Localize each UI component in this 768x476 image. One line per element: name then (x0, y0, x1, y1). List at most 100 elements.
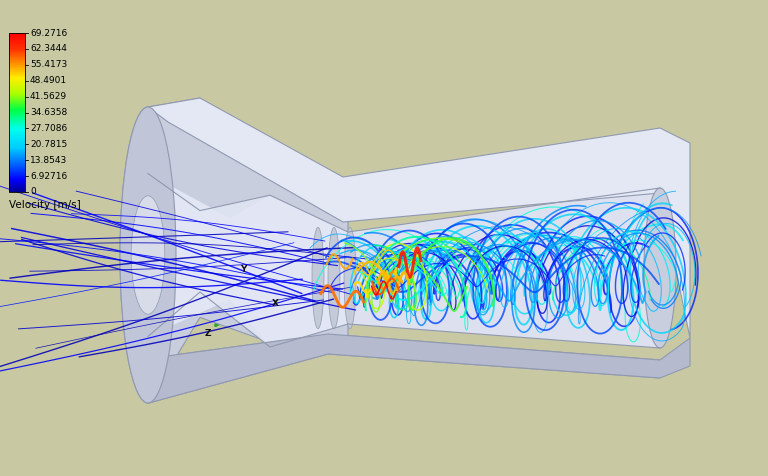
Bar (9, 144, 25, 145)
Bar (9, 115, 25, 116)
Bar (9, 131, 25, 132)
Bar (9, 148, 25, 149)
Bar (9, 126, 25, 127)
Polygon shape (148, 98, 348, 403)
Bar (9, 66, 25, 67)
Text: 55.4173: 55.4173 (30, 60, 68, 69)
Bar (9, 191, 25, 192)
Bar (9, 175, 25, 176)
Text: Y: Y (240, 266, 247, 275)
Bar (9, 39, 25, 40)
Bar (9, 139, 25, 140)
Text: Z: Z (205, 329, 211, 338)
Bar (9, 83, 25, 84)
Polygon shape (148, 174, 348, 347)
Bar (9, 155, 25, 156)
Bar (9, 79, 25, 80)
Bar (9, 133, 25, 134)
Bar (9, 116, 25, 117)
Bar (9, 108, 25, 109)
Bar (9, 71, 25, 72)
Text: 20.7815: 20.7815 (30, 140, 68, 149)
Bar (9, 92, 25, 93)
Text: 27.7086: 27.7086 (30, 124, 68, 133)
Ellipse shape (120, 107, 176, 403)
Bar (9, 150, 25, 151)
Bar (9, 58, 25, 59)
Bar (9, 117, 25, 118)
Bar (9, 127, 25, 128)
Bar (9, 142, 25, 143)
Bar (9, 169, 25, 170)
Bar (9, 59, 25, 60)
Bar (9, 177, 25, 178)
Bar (9, 70, 25, 71)
Bar (9, 91, 25, 92)
Bar (9, 190, 25, 191)
Bar (9, 124, 25, 125)
Bar (9, 109, 25, 110)
Bar (9, 74, 25, 75)
Bar (9, 136, 25, 137)
Bar (9, 154, 25, 155)
Bar (9, 185, 25, 186)
Bar (9, 98, 25, 99)
Bar (9, 138, 25, 139)
Bar (9, 33, 25, 192)
Bar (9, 34, 25, 35)
Bar (9, 75, 25, 76)
Bar (9, 57, 25, 58)
Bar (9, 167, 25, 168)
Bar (9, 151, 25, 152)
Bar (9, 68, 25, 69)
Ellipse shape (131, 196, 165, 314)
Bar (9, 107, 25, 108)
Bar (9, 48, 25, 49)
Bar (9, 123, 25, 124)
Ellipse shape (120, 107, 176, 403)
Bar (9, 135, 25, 136)
Polygon shape (148, 98, 690, 338)
Bar (9, 36, 25, 37)
Bar (9, 110, 25, 111)
Bar (9, 81, 25, 82)
Bar (9, 45, 25, 46)
Bar (9, 38, 25, 39)
Bar (9, 93, 25, 94)
Bar (9, 137, 25, 138)
Bar (9, 113, 25, 114)
Bar (9, 97, 25, 98)
Bar (9, 128, 25, 129)
Bar (9, 179, 25, 180)
Bar (9, 35, 25, 36)
Bar (9, 172, 25, 173)
Bar (9, 72, 25, 73)
Bar (9, 37, 25, 38)
Bar (9, 152, 25, 153)
Bar (9, 85, 25, 86)
Bar (9, 96, 25, 97)
Bar (9, 40, 25, 41)
Bar (9, 168, 25, 169)
Bar (9, 147, 25, 148)
Bar (9, 94, 25, 95)
Bar (9, 95, 25, 96)
Bar (9, 170, 25, 171)
Ellipse shape (312, 228, 324, 328)
Bar (9, 82, 25, 83)
Polygon shape (148, 334, 690, 403)
Bar (9, 153, 25, 154)
Text: 62.3444: 62.3444 (30, 44, 67, 53)
Bar (9, 50, 25, 51)
Bar (9, 56, 25, 57)
Text: 34.6358: 34.6358 (30, 108, 68, 117)
Ellipse shape (644, 188, 676, 348)
Bar (9, 64, 25, 65)
Bar (9, 166, 25, 167)
Bar (9, 88, 25, 89)
Text: 0: 0 (30, 188, 36, 197)
Bar (9, 80, 25, 81)
Text: 48.4901: 48.4901 (30, 76, 67, 85)
Bar (9, 178, 25, 179)
Bar (9, 105, 25, 106)
